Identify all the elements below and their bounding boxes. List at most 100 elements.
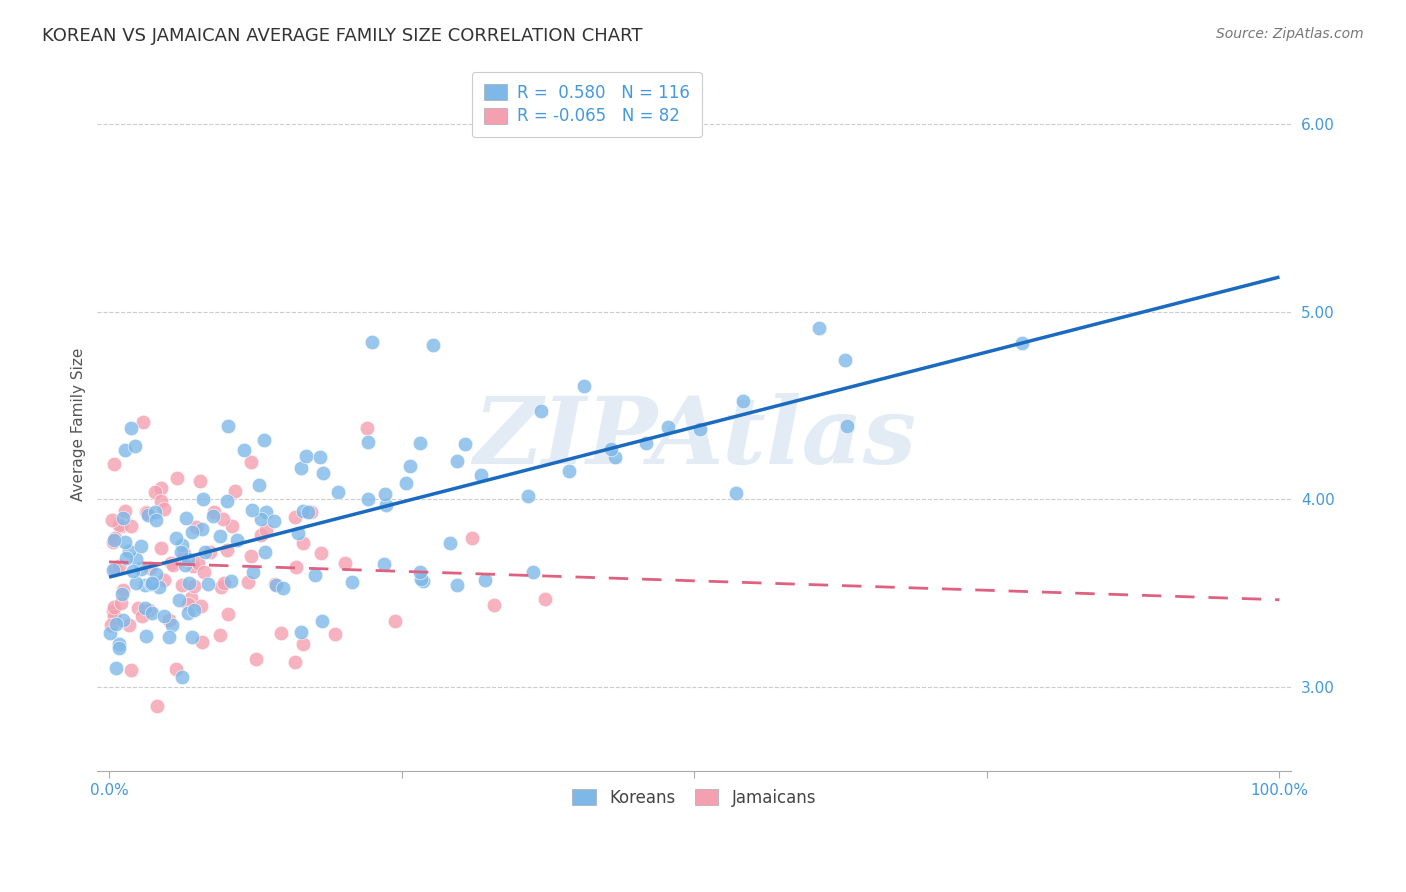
Point <box>517 489 540 503</box>
Point <box>143 485 166 500</box>
Point <box>834 353 856 368</box>
Point <box>103 604 125 618</box>
Point <box>284 510 307 524</box>
Point <box>114 504 136 518</box>
Point <box>232 443 254 458</box>
Point <box>253 545 276 559</box>
Point <box>159 631 181 645</box>
Point <box>148 580 170 594</box>
Point <box>134 577 156 591</box>
Point <box>101 512 124 526</box>
Point <box>242 503 264 517</box>
Point <box>482 598 505 612</box>
Point <box>176 552 198 566</box>
Point <box>167 592 190 607</box>
Point <box>162 558 184 572</box>
Point <box>373 557 395 571</box>
Point <box>202 505 225 519</box>
Point <box>127 600 149 615</box>
Point <box>285 560 308 574</box>
Point <box>125 552 148 566</box>
Point <box>249 528 271 542</box>
Text: ZIPAtlas: ZIPAtlas <box>472 393 915 483</box>
Point <box>108 517 131 532</box>
Point <box>129 562 152 576</box>
Point <box>150 541 173 555</box>
Point <box>114 442 136 457</box>
Point <box>215 493 238 508</box>
Point <box>603 450 626 465</box>
Point <box>217 607 239 621</box>
Point <box>808 321 831 335</box>
Point <box>120 421 142 435</box>
Point <box>264 578 287 592</box>
Point <box>166 471 188 485</box>
Point <box>100 618 122 632</box>
Point <box>177 606 200 620</box>
Point <box>183 579 205 593</box>
Point <box>460 532 482 546</box>
Point <box>599 442 621 456</box>
Point <box>312 466 335 480</box>
Point <box>326 484 349 499</box>
Point <box>194 545 217 559</box>
Point <box>118 618 141 632</box>
Point <box>290 624 312 639</box>
Point <box>135 505 157 519</box>
Point <box>530 404 553 418</box>
Point <box>247 478 270 492</box>
Point <box>291 504 314 518</box>
Point <box>103 563 125 577</box>
Point <box>191 492 214 507</box>
Point <box>112 511 135 525</box>
Point <box>374 487 396 501</box>
Point <box>304 567 326 582</box>
Point <box>138 508 160 523</box>
Point <box>340 574 363 589</box>
Point <box>221 518 243 533</box>
Point <box>135 629 157 643</box>
Point <box>181 558 204 573</box>
Point <box>356 435 378 450</box>
Point <box>177 575 200 590</box>
Point <box>325 627 347 641</box>
Point <box>287 525 309 540</box>
Point <box>152 608 174 623</box>
Point <box>114 535 136 549</box>
Point <box>240 549 263 563</box>
Point <box>335 556 357 570</box>
Point <box>160 618 183 632</box>
Point <box>290 461 312 475</box>
Point <box>297 505 319 519</box>
Point <box>572 378 595 392</box>
Point <box>724 486 747 500</box>
Point <box>263 514 285 528</box>
Point <box>184 519 207 533</box>
Point <box>422 338 444 352</box>
Point <box>104 616 127 631</box>
Point <box>219 574 242 588</box>
Point <box>138 561 160 575</box>
Point <box>180 591 202 605</box>
Point <box>115 551 138 566</box>
Point <box>149 494 172 508</box>
Point <box>159 556 181 570</box>
Point <box>124 439 146 453</box>
Point <box>384 614 406 628</box>
Point <box>395 475 418 490</box>
Point <box>98 626 121 640</box>
Point <box>120 519 142 533</box>
Point <box>657 420 679 434</box>
Point <box>301 505 323 519</box>
Point <box>177 597 200 611</box>
Point <box>474 573 496 587</box>
Point <box>111 613 134 627</box>
Point <box>107 559 129 574</box>
Point <box>174 558 197 573</box>
Point <box>103 457 125 471</box>
Point <box>439 535 461 549</box>
Point <box>245 651 267 665</box>
Point <box>190 599 212 613</box>
Point <box>105 661 128 675</box>
Point <box>136 506 159 520</box>
